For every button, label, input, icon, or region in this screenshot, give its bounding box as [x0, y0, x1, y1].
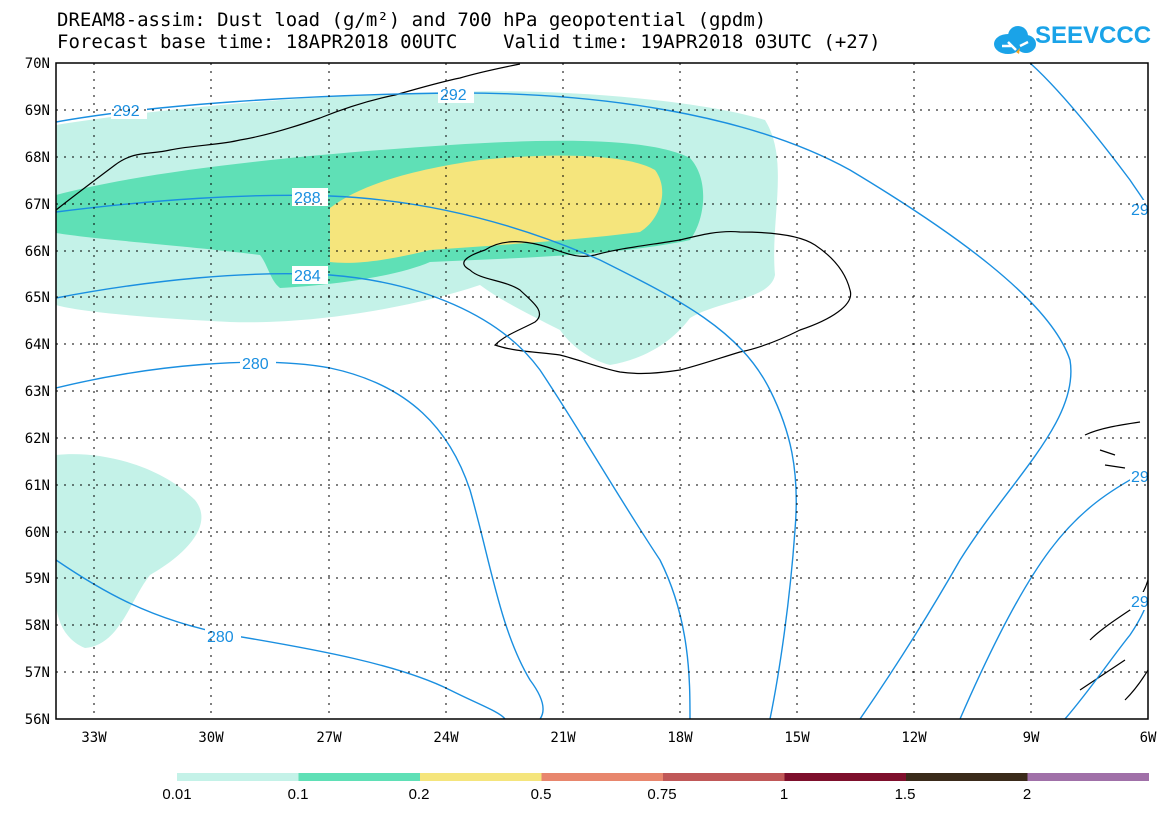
chart-title: DREAM8-assim: Dust load (g/m²) and 700 h…: [57, 9, 767, 31]
lat-tick-label: 65N: [25, 290, 50, 306]
contour-label: 288: [294, 190, 321, 207]
colorbar-label: 0.1: [287, 786, 309, 803]
contour-label: 29: [1131, 202, 1149, 219]
lat-tick-label: 69N: [25, 103, 50, 119]
coastlines: [56, 63, 1148, 701]
lat-axis: 70N 69N 68N 67N 66N 65N 64N 63N 62N 61N …: [25, 56, 50, 728]
lon-tick-label: 24W: [433, 730, 459, 746]
contour-label: 292: [113, 103, 140, 120]
colorbar-label: 2: [1022, 786, 1032, 803]
lon-tick-label: 15W: [784, 730, 810, 746]
colorbar-swatch: [298, 773, 420, 781]
lat-tick-label: 66N: [25, 244, 50, 260]
lon-tick-label: 6W: [1140, 730, 1157, 746]
iceland-coast: [463, 230, 852, 375]
greenland-coast: [56, 63, 521, 211]
lon-tick-label: 21W: [550, 730, 576, 746]
lon-tick-label: 9W: [1023, 730, 1040, 746]
lat-tick-label: 57N: [25, 665, 50, 681]
contour-288: [56, 194, 797, 719]
lon-tick-label: 27W: [316, 730, 342, 746]
contour-label: 29: [1131, 469, 1149, 486]
colorbar-label: 0.01: [162, 786, 192, 803]
contour-280a: [56, 361, 544, 719]
faroe-coast: [1084, 421, 1141, 469]
dust-area-0.01-sw: [56, 454, 202, 648]
colorbar-swatch: [906, 773, 1028, 781]
lat-tick-label: 70N: [25, 56, 50, 72]
logo-text: SEEVCCC: [1035, 22, 1152, 49]
contour-292: [56, 92, 1072, 719]
lon-tick-label: 30W: [198, 730, 224, 746]
lon-tick-label: 33W: [81, 730, 107, 746]
colorbar-label: 0.5: [530, 786, 552, 803]
chart-subtitle-times: Forecast base time: 18APR2018 00UTC Vali…: [57, 31, 881, 53]
gridlines: [56, 63, 1148, 719]
colorbar-label: 1: [779, 786, 789, 803]
contour-label: 284: [294, 268, 321, 285]
colorbar-label: 0.75: [647, 786, 677, 803]
lat-tick-label: 67N: [25, 197, 50, 213]
colorbar-label: 0.2: [408, 786, 430, 803]
colorbar-swatch: [541, 773, 663, 781]
lon-axis: 33W 30W 27W 24W 21W 18W 15W 12W 9W 6W: [81, 730, 1157, 746]
colorbar-swatch: [420, 773, 542, 781]
lat-tick-label: 62N: [25, 431, 50, 447]
plot-frame: [55, 62, 1149, 720]
colorbar-swatch: [784, 773, 906, 781]
colorbar-swatch: [177, 773, 299, 781]
dust-area-0.2: [330, 155, 663, 263]
dust-shading: [56, 91, 778, 648]
colorbar-label: 1.5: [894, 786, 916, 803]
lat-tick-label: 61N: [25, 478, 50, 494]
lat-tick-label: 59N: [25, 571, 50, 587]
contour-29-e: [959, 469, 1148, 719]
cloud-icon: [994, 26, 1036, 54]
colorbar: [177, 773, 1149, 781]
lon-tick-label: 12W: [901, 730, 927, 746]
geopotential-contours: [56, 63, 1148, 719]
lat-tick-label: 58N: [25, 618, 50, 634]
contour-label: 280: [207, 629, 234, 646]
contour-29-ne: [1029, 63, 1148, 211]
contour-29-se: [1064, 594, 1148, 719]
seevccc-logo: [994, 26, 1036, 54]
contour-284: [56, 273, 691, 719]
lat-tick-label: 56N: [25, 712, 50, 728]
contour-label: 280: [242, 356, 269, 373]
colorbar-swatch: [663, 773, 785, 781]
contour-label: 292: [440, 87, 467, 104]
contour-280b: [56, 559, 506, 719]
lat-tick-label: 60N: [25, 525, 50, 541]
lat-tick-label: 68N: [25, 150, 50, 166]
lon-tick-label: 18W: [667, 730, 693, 746]
lat-tick-label: 64N: [25, 337, 50, 353]
lat-tick-label: 63N: [25, 384, 50, 400]
colorbar-swatch: [1027, 773, 1149, 781]
contour-label: 29: [1131, 594, 1149, 611]
